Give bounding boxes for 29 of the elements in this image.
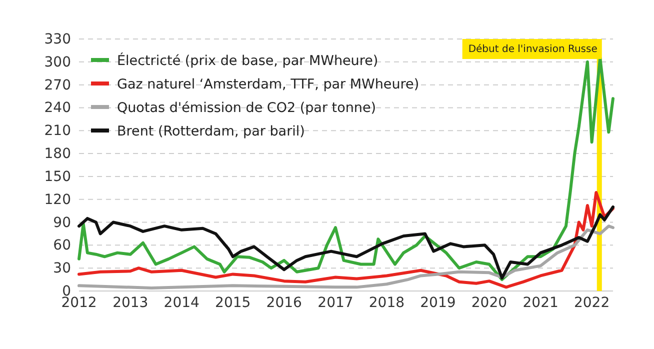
x-tick-label: 2020 bbox=[471, 294, 508, 311]
x-tick-label: 2015 bbox=[215, 294, 251, 311]
x-tick-label: 2016 bbox=[266, 294, 302, 311]
y-tick-label: 210 bbox=[44, 123, 71, 140]
x-tick-label: 2018 bbox=[368, 294, 405, 311]
x-tick-label: 2017 bbox=[318, 294, 354, 311]
y-tick-label: 120 bbox=[44, 192, 71, 208]
y-tick-label: 330 bbox=[44, 31, 71, 48]
x-tick-label: 2019 bbox=[420, 294, 456, 311]
y-tick-label: 150 bbox=[44, 168, 71, 185]
legend-label: Électricté (prix de base, par MWheure) bbox=[117, 52, 378, 69]
line-series bbox=[78, 190, 614, 289]
y-tick-label: 30 bbox=[53, 260, 71, 277]
ref-line-label: Début de l'invasion Russe bbox=[468, 44, 598, 55]
x-tick-label: 2021 bbox=[522, 294, 558, 311]
y-tick-label: 180 bbox=[44, 146, 71, 162]
x-tick-label: 2013 bbox=[112, 294, 148, 311]
x-tick-label: 2022 bbox=[574, 294, 610, 311]
line-series bbox=[78, 206, 614, 280]
y-tick-label: 90 bbox=[53, 214, 71, 231]
line-series bbox=[78, 224, 614, 290]
legend-label: Quotas d'émission de CO2 (par tonne) bbox=[117, 100, 376, 116]
x-tick-label: 2014 bbox=[164, 294, 200, 311]
y-tick-label: 240 bbox=[44, 100, 71, 116]
y-tick-label: 270 bbox=[44, 77, 71, 94]
y-tick-label: 60 bbox=[53, 238, 71, 254]
y-tick-label: 300 bbox=[44, 54, 71, 70]
legend-label: Brent (Rotterdam, par baril) bbox=[117, 124, 305, 140]
legend-label: Gaz naturel ‘Amsterdam, TTF, par MWheure) bbox=[117, 76, 420, 92]
